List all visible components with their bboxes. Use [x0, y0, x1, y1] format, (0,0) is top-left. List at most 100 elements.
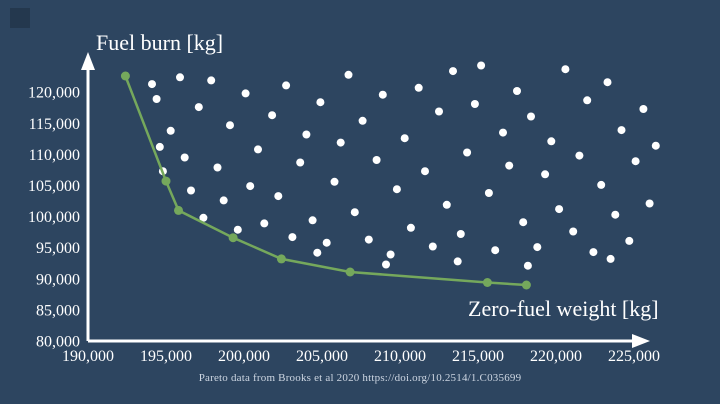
- x-tick-labels: 190,000 195,000 200,000 205,000 210,000 215,0…: [62, 348, 660, 365]
- scatter-point: [569, 227, 578, 236]
- scatter-point: [513, 87, 521, 95]
- scatter-point: [491, 246, 500, 255]
- scatter-point: [400, 134, 409, 143]
- scatter-point: [611, 210, 620, 219]
- y-axis-title: Fuel burn [kg]: [96, 30, 224, 55]
- scatter-point: [463, 148, 472, 157]
- pareto-point: [482, 278, 492, 287]
- scatter-point: [336, 138, 345, 147]
- scatter-point: [288, 233, 297, 242]
- scatter-point: [364, 235, 373, 244]
- scatter-point: [589, 248, 598, 257]
- scatter-point: [631, 157, 640, 166]
- scatter-series: [148, 61, 660, 270]
- pareto-point: [174, 205, 183, 215]
- scatter-point: [533, 243, 542, 252]
- scatter-point: [414, 83, 423, 92]
- scatter-point: [378, 90, 387, 99]
- scatter-point: [260, 219, 269, 228]
- x-tick-label: 200,000: [218, 348, 270, 365]
- scatter-point: [617, 126, 626, 135]
- x-tick-label: 220,000: [530, 348, 582, 365]
- pareto-point: [521, 280, 531, 290]
- scatter-point: [241, 89, 250, 98]
- y-tick-label: 110,000: [29, 147, 80, 164]
- corner-mark: [10, 8, 30, 28]
- scatter-point: [313, 248, 322, 257]
- scatter-point: [449, 67, 457, 76]
- scatter-point: [547, 137, 556, 146]
- scatter-point: [597, 180, 606, 189]
- pareto-point: [120, 71, 130, 81]
- x-tick-label: 225,000: [608, 348, 660, 365]
- scatter-point: [219, 196, 228, 205]
- scatter-point: [213, 163, 222, 172]
- scatter-point: [187, 186, 195, 195]
- scatter-point: [555, 205, 564, 214]
- scatter-point: [435, 107, 443, 116]
- scatter-point: [308, 216, 317, 225]
- scatter-point: [302, 130, 311, 139]
- scatter-point: [148, 80, 156, 89]
- scatter-point: [330, 177, 339, 186]
- scatter-point: [344, 70, 353, 79]
- scatter-point: [358, 116, 367, 125]
- pareto-front-series: [120, 71, 531, 290]
- scatter-point: [484, 189, 493, 197]
- scatter-point: [207, 76, 216, 85]
- scatter-point: [477, 61, 486, 70]
- pareto-front-line: [124, 75, 527, 287]
- scatter-point: [274, 192, 283, 201]
- y-tick-label: 95,000: [36, 240, 80, 257]
- scatter-point: [519, 218, 528, 227]
- x-tick-label: 195,000: [140, 348, 192, 365]
- data-source-caption: Pareto data from Brooks et al 2020 https…: [198, 372, 522, 384]
- scatter-point: [645, 199, 654, 208]
- y-tick-label: 85,000: [36, 302, 80, 319]
- y-tick-label: 80,000: [36, 334, 80, 351]
- scatter-point: [322, 238, 331, 247]
- pareto-point: [161, 176, 171, 186]
- scatter-point: [639, 105, 648, 113]
- y-tick-label: 100,000: [28, 209, 80, 226]
- y-tick-label: 120,000: [28, 85, 80, 102]
- scatter-point: [453, 257, 462, 266]
- scatter-point: [194, 103, 203, 112]
- x-tick-label: 205,000: [296, 348, 348, 365]
- x-axis-arrowhead: [632, 334, 650, 348]
- y-tick-label: 115,000: [29, 116, 80, 133]
- scatter-point: [523, 261, 532, 270]
- scatter-point: [386, 250, 395, 259]
- scatter-point: [651, 141, 660, 150]
- scatter-point: [296, 158, 305, 167]
- scatter-point: [152, 95, 161, 103]
- scatter-point: [155, 142, 164, 151]
- pareto-point: [228, 233, 238, 243]
- x-tick-label: 215,000: [452, 348, 504, 365]
- y-axis-arrowhead: [81, 52, 95, 70]
- scatter-point: [561, 65, 570, 74]
- y-tick-label: 90,000: [36, 271, 80, 288]
- scatter-point: [583, 96, 592, 105]
- scatter-point: [392, 185, 401, 194]
- scatter-point: [180, 153, 189, 162]
- pareto-point: [276, 254, 286, 264]
- scatter-point: [350, 208, 359, 217]
- scatter-point: [166, 126, 175, 135]
- pareto-point: [345, 267, 355, 277]
- scatter-point: [246, 182, 255, 191]
- y-tick-label: 105,000: [28, 178, 80, 195]
- scatter-point: [199, 213, 208, 222]
- scatter-point: [456, 230, 465, 238]
- y-tick-labels: 80,000 85,000 90,000 95,000 100,000 105,000 11…: [28, 85, 80, 351]
- scatter-point: [268, 111, 277, 120]
- scatter-point: [575, 151, 584, 160]
- x-tick-label: 190,000: [62, 348, 114, 365]
- scatter-point: [541, 170, 550, 179]
- scatter-point: [282, 81, 291, 90]
- scatter-point: [606, 254, 615, 263]
- scatter-point: [176, 73, 184, 82]
- scatter-point: [625, 236, 634, 245]
